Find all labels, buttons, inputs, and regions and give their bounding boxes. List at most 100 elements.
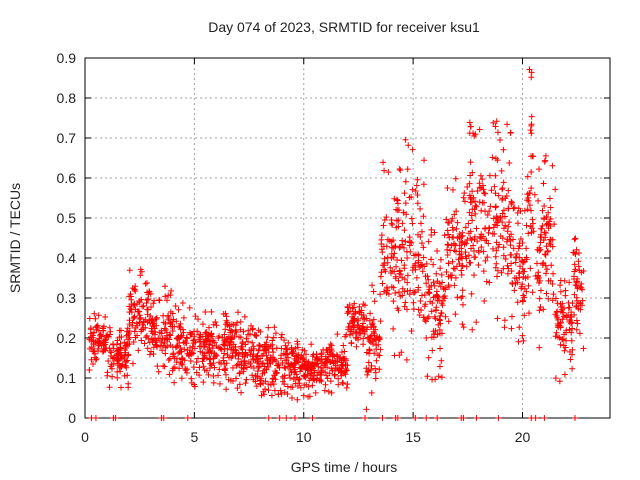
y-tick-label: 0.1 xyxy=(57,370,77,386)
data-point xyxy=(399,220,406,227)
data-point xyxy=(270,354,277,361)
data-point xyxy=(525,282,532,289)
data-point xyxy=(380,159,387,166)
data-point xyxy=(262,386,269,393)
data-point xyxy=(199,321,206,328)
data-point xyxy=(162,293,169,300)
data-point xyxy=(335,381,342,388)
data-point xyxy=(164,297,171,304)
data-point xyxy=(388,254,395,261)
data-point xyxy=(449,258,456,265)
data-point xyxy=(374,352,381,359)
data-point xyxy=(295,377,302,384)
data-point xyxy=(203,329,210,336)
data-point xyxy=(421,263,428,270)
data-point xyxy=(91,347,98,354)
data-point xyxy=(87,326,94,333)
data-point xyxy=(543,214,550,221)
data-point xyxy=(279,360,286,367)
data-point xyxy=(493,273,500,280)
data-point xyxy=(493,247,500,254)
data-point xyxy=(188,375,195,382)
data-point xyxy=(310,365,316,372)
data-point xyxy=(220,341,227,348)
data-point xyxy=(179,300,186,307)
data-point xyxy=(408,193,415,200)
data-point xyxy=(294,383,301,390)
data-point xyxy=(437,256,444,263)
data-point xyxy=(278,334,285,341)
data-point xyxy=(530,153,537,160)
data-point xyxy=(377,273,384,280)
data-point xyxy=(318,371,325,378)
data-point xyxy=(350,324,357,331)
data-point xyxy=(469,188,476,195)
data-point xyxy=(565,299,572,306)
data-point xyxy=(468,290,475,297)
data-point xyxy=(508,199,515,206)
data-point xyxy=(269,378,276,385)
data-point xyxy=(213,352,220,359)
data-point xyxy=(200,379,207,386)
data-point xyxy=(235,309,242,316)
data-point xyxy=(511,204,518,211)
data-point xyxy=(557,282,564,289)
data-point xyxy=(402,238,409,245)
data-point xyxy=(140,302,147,309)
data-point xyxy=(409,186,416,193)
data-point xyxy=(478,231,485,238)
data-point xyxy=(577,283,584,290)
data-point xyxy=(158,330,165,337)
data-point xyxy=(528,185,535,192)
data-point xyxy=(336,366,343,373)
data-point xyxy=(239,346,246,353)
data-point xyxy=(206,356,213,363)
data-point xyxy=(516,324,523,331)
data-point xyxy=(463,263,470,270)
data-point xyxy=(115,346,122,353)
data-point xyxy=(268,392,275,399)
data-point xyxy=(249,326,256,333)
data-point xyxy=(541,158,548,165)
data-point xyxy=(233,362,240,369)
data-point xyxy=(372,365,379,372)
data-point xyxy=(492,123,499,130)
data-point xyxy=(469,206,476,213)
data-point xyxy=(146,351,153,358)
data-point xyxy=(188,379,195,386)
data-point xyxy=(92,354,99,361)
data-point xyxy=(353,343,360,350)
data-point xyxy=(487,203,494,210)
data-point xyxy=(352,335,359,342)
data-point xyxy=(165,314,172,321)
data-point xyxy=(185,352,192,359)
data-point xyxy=(182,338,189,345)
data-point xyxy=(332,362,339,369)
data-point xyxy=(303,358,310,365)
data-point xyxy=(168,287,175,294)
data-point xyxy=(562,344,569,351)
data-point xyxy=(393,196,400,203)
data-point xyxy=(322,355,329,362)
data-point xyxy=(438,271,445,278)
data-point xyxy=(570,273,577,280)
data-point xyxy=(420,213,427,220)
data-point xyxy=(481,298,488,305)
data-point xyxy=(265,324,272,331)
data-point xyxy=(547,216,554,223)
x-tick-label: 15 xyxy=(405,429,421,445)
data-point xyxy=(513,254,520,261)
data-point xyxy=(472,254,479,261)
data-point xyxy=(415,259,422,266)
data-point xyxy=(395,289,402,296)
data-point xyxy=(392,289,399,296)
data-point xyxy=(243,335,250,342)
data-point xyxy=(495,192,502,199)
data-point xyxy=(472,202,479,209)
zero-point xyxy=(495,415,502,421)
data-point xyxy=(314,372,321,379)
data-point xyxy=(285,363,292,370)
data-point xyxy=(391,250,398,257)
data-point xyxy=(114,368,121,375)
data-point xyxy=(545,295,552,302)
